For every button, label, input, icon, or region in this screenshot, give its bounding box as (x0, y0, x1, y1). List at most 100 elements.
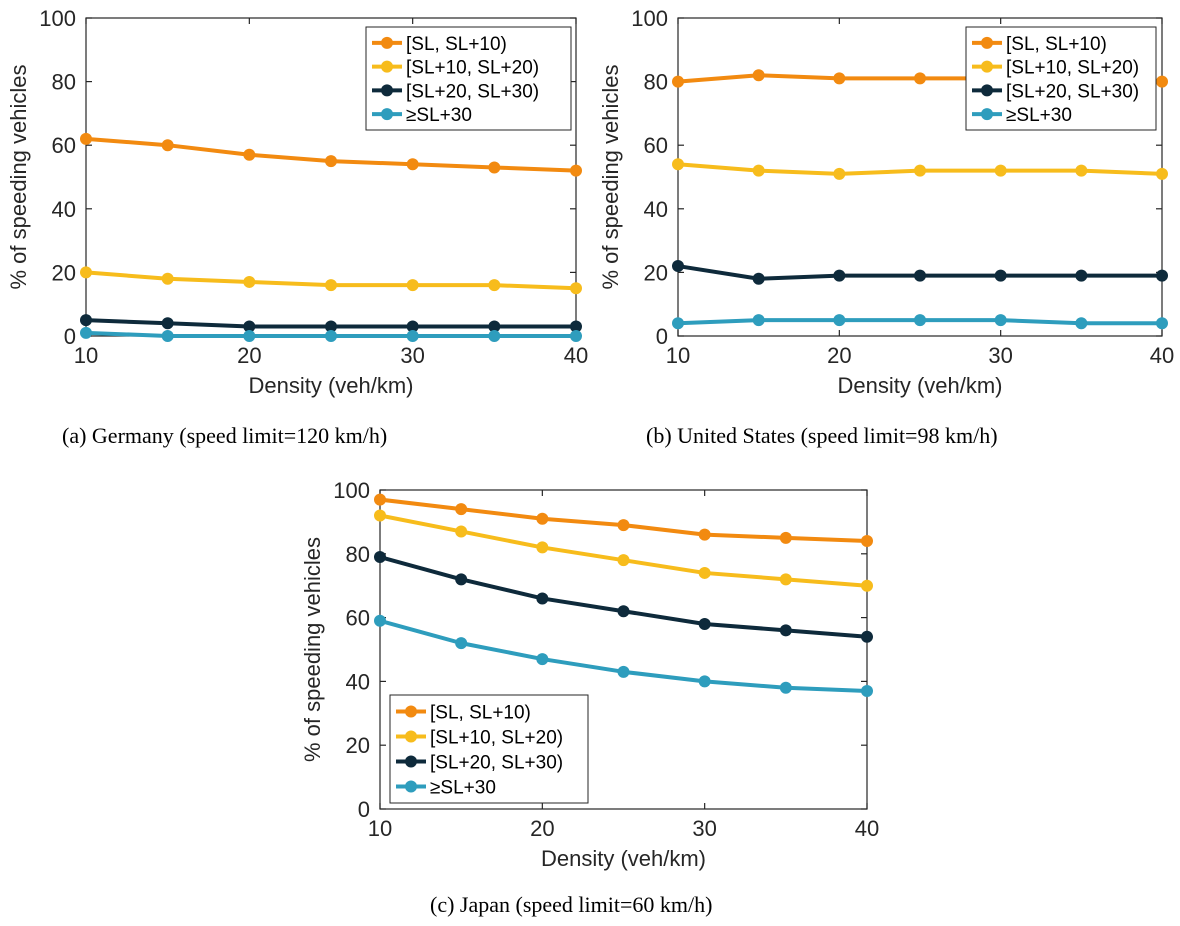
legend-label: [SL, SL+10) (1006, 34, 1107, 55)
data-point (752, 69, 765, 82)
y-tick-label: 100 (39, 6, 76, 31)
legend-label: ≥SL+30 (406, 105, 472, 126)
data-point (455, 573, 468, 586)
data-point (617, 605, 630, 618)
data-point (833, 314, 846, 327)
chart-panel-3: 10 20 30 40 0 20 40 60 80 100 Density (veh/km) % of… (300, 478, 879, 917)
panel-caption: (b) United States (speed limit=98 km/h) (646, 423, 998, 448)
data-point (861, 579, 873, 592)
x-tick-label: 20 (237, 343, 261, 368)
y-tick-label: 0 (656, 324, 668, 349)
x-tick-label: 30 (692, 816, 716, 841)
data-point (161, 139, 174, 152)
data-point (698, 675, 711, 688)
y-tick-label: 80 (346, 542, 370, 567)
data-point (488, 320, 501, 333)
x-axis-title: Density (veh/km) (541, 846, 706, 871)
data-point (536, 541, 549, 554)
data-point (325, 279, 337, 292)
data-point (325, 320, 337, 333)
y-axis-title: % of speeding vehicles (598, 64, 623, 289)
x-axis-title: Density (veh/km) (837, 373, 1002, 398)
data-point (617, 519, 630, 532)
data-point (779, 573, 792, 586)
data-point (1075, 269, 1088, 282)
legend-swatch-marker (981, 60, 993, 73)
legend-label: [SL+10, SL+20) (430, 728, 563, 749)
data-point (617, 665, 630, 678)
data-point (570, 282, 582, 295)
x-tick-label: 30 (988, 343, 1012, 368)
data-point (994, 314, 1007, 327)
x-tick-label: 40 (855, 816, 879, 841)
legend-swatch-marker (405, 705, 417, 718)
data-point (1156, 167, 1168, 180)
data-point (833, 167, 846, 180)
data-point (243, 148, 256, 161)
y-tick-label: 60 (346, 606, 370, 631)
panel-caption: (a) Germany (speed limit=120 km/h) (62, 423, 387, 448)
data-point (80, 132, 92, 145)
data-point (672, 158, 684, 171)
data-point (325, 155, 337, 168)
data-point (914, 72, 926, 85)
legend-swatch-marker (405, 730, 417, 743)
data-point (914, 164, 926, 177)
data-point (994, 164, 1007, 177)
legend-swatch-marker (381, 36, 393, 49)
x-tick-label: 10 (666, 343, 690, 368)
data-point (406, 158, 419, 171)
y-tick-label: 80 (644, 70, 668, 95)
data-point (779, 531, 792, 544)
y-tick-label: 0 (358, 797, 370, 822)
data-point (455, 503, 468, 516)
y-tick-label: 20 (346, 733, 370, 758)
data-point (914, 269, 926, 282)
y-axis-title: % of speeding vehicles (6, 64, 31, 289)
legend-swatch-marker (405, 755, 417, 768)
y-tick-label: 20 (52, 260, 76, 285)
data-point (374, 509, 386, 522)
data-point (570, 320, 582, 333)
x-tick-label: 20 (530, 816, 554, 841)
legend-label: ≥SL+30 (430, 778, 496, 799)
legend-label: [SL+20, SL+30) (406, 81, 539, 102)
legend-swatch-marker (381, 60, 393, 73)
legend-label: [SL+20, SL+30) (1006, 81, 1139, 102)
data-point (1156, 269, 1168, 282)
legend-label: ≥SL+30 (1006, 105, 1072, 126)
legend-swatch-marker (381, 84, 393, 97)
data-point (752, 164, 765, 177)
data-point (161, 330, 174, 342)
legend-swatch-marker (981, 108, 993, 121)
y-tick-label: 40 (346, 669, 370, 694)
data-point (80, 314, 92, 327)
y-axis-title: % of speeding vehicles (300, 537, 325, 762)
y-tick-label: 80 (52, 70, 76, 95)
data-point (1156, 75, 1168, 88)
data-point (752, 314, 765, 327)
legend: [SL, SL+10) [SL+10, SL+20)[SL+20, SL+30) ≥… (365, 26, 572, 131)
data-point (698, 528, 711, 541)
x-tick-label: 20 (827, 343, 851, 368)
y-tick-label: 100 (631, 6, 668, 31)
data-point (752, 272, 765, 285)
data-point (536, 512, 549, 525)
y-tick-label: 60 (52, 133, 76, 158)
legend-label: [SL, SL+10) (430, 703, 531, 724)
data-point (488, 161, 501, 174)
series-line-3 (378, 554, 869, 639)
y-tick-label: 40 (52, 197, 76, 222)
y-tick-label: 40 (644, 197, 668, 222)
data-point (488, 330, 501, 342)
data-point (243, 275, 256, 288)
data-point (861, 630, 873, 643)
data-point (455, 637, 468, 650)
legend-label: [SL+10, SL+20) (406, 58, 539, 79)
data-point (672, 75, 684, 88)
legend-swatch-marker (981, 84, 993, 97)
data-point (374, 614, 386, 627)
x-axis-title: Density (veh/km) (248, 373, 413, 398)
data-point (672, 317, 684, 330)
data-point (374, 550, 386, 563)
